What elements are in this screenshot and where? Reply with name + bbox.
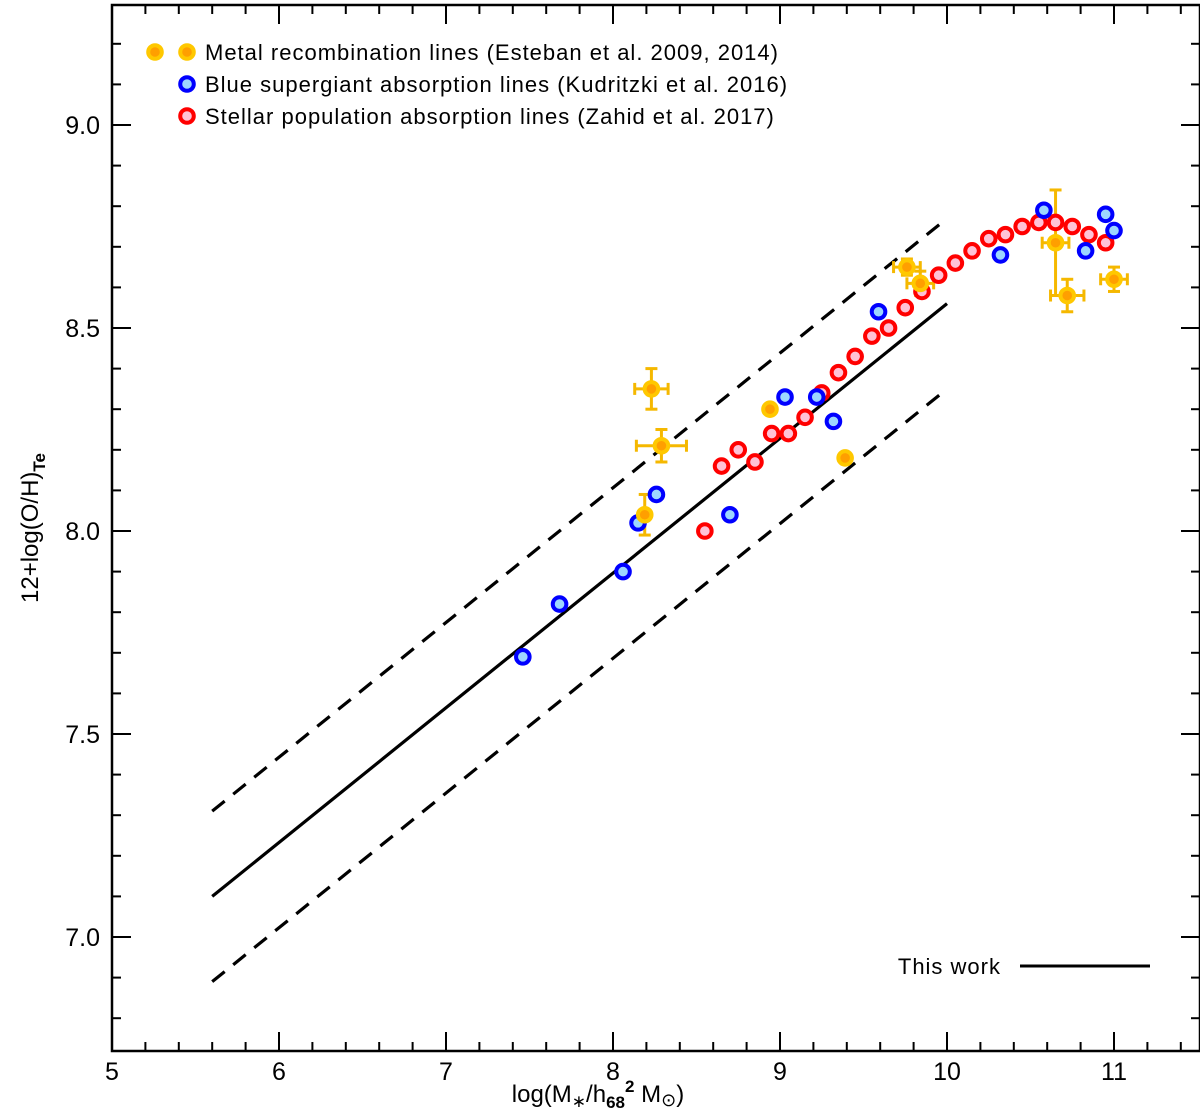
data-point xyxy=(1063,217,1082,236)
data-point xyxy=(963,242,981,260)
legend-marker-esteban-2 xyxy=(178,43,196,61)
y-axis-title: 12+log(O/H)Te xyxy=(17,453,49,603)
fit-lines xyxy=(211,217,949,983)
data-point xyxy=(1076,242,1095,260)
x-tick-label: 8 xyxy=(606,1058,620,1086)
data-point xyxy=(979,229,998,248)
y-axis-title-sub: Te xyxy=(30,453,49,472)
data-point xyxy=(807,388,826,406)
data-point xyxy=(869,302,888,321)
legend-label-this-work: This work xyxy=(898,954,1001,979)
data-point xyxy=(1080,225,1098,244)
data-point xyxy=(846,347,864,366)
data-point xyxy=(761,400,779,419)
data-point xyxy=(746,453,764,471)
data-point xyxy=(896,298,915,317)
plot-frame xyxy=(110,3,1200,1053)
legend-label-esteban: Metal recombination lines (Esteban et al… xyxy=(205,40,779,65)
x-axis-title-suffix: M xyxy=(634,1081,661,1108)
x-tick-label: 6 xyxy=(272,1058,286,1086)
data-point xyxy=(712,457,731,475)
axis-ticks xyxy=(111,5,1200,1051)
data-point xyxy=(1013,217,1031,236)
data-point xyxy=(721,505,739,524)
x-axis-title-mid: /h xyxy=(586,1081,606,1108)
data-point xyxy=(1105,221,1123,240)
data-point xyxy=(796,408,814,427)
data-point xyxy=(635,505,654,524)
legend-marker-kudritzki xyxy=(178,75,196,93)
x-axis-title-sup: 2 xyxy=(625,1077,634,1096)
y-tick-label: 9.0 xyxy=(65,112,100,140)
data-point xyxy=(729,441,748,459)
data-point xyxy=(652,436,671,455)
data-point xyxy=(946,254,965,272)
data-point xyxy=(614,562,632,581)
data-point xyxy=(779,424,798,443)
data-point xyxy=(1105,270,1123,289)
data-point xyxy=(1096,233,1115,252)
data-point xyxy=(1035,201,1053,220)
data-point xyxy=(1046,213,1065,232)
legend: Metal recombination lines (Esteban et al… xyxy=(146,40,1150,979)
x-axis-title-sun: ⊙ xyxy=(661,1090,676,1110)
data-point xyxy=(824,412,843,431)
x-tick-label: 11 xyxy=(1101,1058,1127,1086)
data-point xyxy=(514,648,532,666)
x-tick-label: 7 xyxy=(439,1058,453,1086)
tick-labels: 5 6 7 8 9 10 11 7.0 7.5 8.0 8.5 9.0 xyxy=(65,112,1127,1086)
data-point xyxy=(776,388,794,406)
data-point xyxy=(996,225,1015,244)
data-point xyxy=(929,266,948,285)
x-axis-title-star: ∗ xyxy=(572,1092,586,1111)
y-tick-label: 7.5 xyxy=(65,721,100,749)
y-tick-label: 8.0 xyxy=(65,518,100,546)
x-tick-label: 5 xyxy=(105,1058,119,1086)
scatter-band-line xyxy=(211,217,949,813)
x-axis-title-close: ) xyxy=(676,1081,684,1108)
scatter-band-line xyxy=(211,387,949,983)
legend-label-kudritzki: Blue supergiant absorption lines (Kudrit… xyxy=(205,72,788,97)
x-axis-title: log(M∗/h682 M⊙) xyxy=(512,1077,684,1111)
data-point xyxy=(829,363,848,382)
data-point xyxy=(879,319,898,337)
data-point xyxy=(647,485,666,504)
data-point xyxy=(1058,286,1077,305)
legend-label-zahid: Stellar population absorption lines (Zah… xyxy=(205,104,775,129)
best-fit-line xyxy=(211,302,949,898)
data-point xyxy=(898,258,916,276)
y-axis-title-main: 12+log(O/H) xyxy=(17,472,44,603)
y-tick-label: 7.0 xyxy=(65,924,100,952)
y-tick-label: 8.5 xyxy=(65,315,100,343)
data-points xyxy=(514,201,1123,666)
legend-marker-esteban-1 xyxy=(146,43,164,61)
x-tick-label: 9 xyxy=(773,1058,787,1086)
data-point xyxy=(836,449,854,467)
data-point xyxy=(550,595,569,613)
data-point xyxy=(762,424,781,443)
x-axis-title-sub: 68 xyxy=(606,1093,625,1111)
data-point xyxy=(991,246,1010,264)
data-point xyxy=(911,274,930,293)
data-point xyxy=(696,522,714,540)
x-tick-label: 10 xyxy=(933,1058,961,1086)
legend-marker-zahid xyxy=(178,107,196,125)
data-point xyxy=(1046,233,1065,252)
data-point xyxy=(642,380,661,398)
data-point xyxy=(1096,205,1115,224)
data-point xyxy=(863,327,881,345)
x-axis-title-prefix: log(M xyxy=(512,1081,572,1108)
